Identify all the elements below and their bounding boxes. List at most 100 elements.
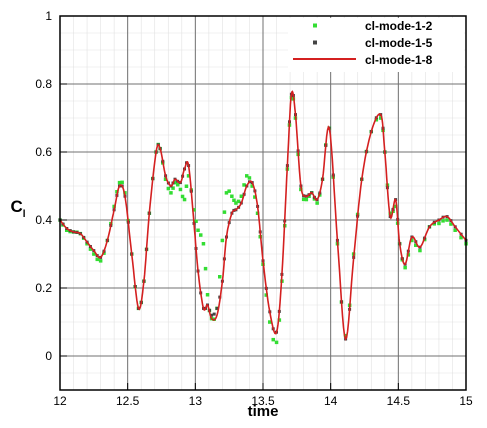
data-point <box>201 242 206 246</box>
data-point <box>186 174 191 178</box>
data-point <box>379 116 383 120</box>
data-point <box>178 187 183 192</box>
data-point <box>236 199 241 204</box>
data-point <box>222 210 227 214</box>
y-tick-label: 0.6 <box>35 145 52 159</box>
legend-background <box>288 18 464 72</box>
y-tick-label: 0.2 <box>35 281 52 295</box>
x-tick-label: 15 <box>459 394 473 408</box>
data-point <box>184 184 189 188</box>
data-point <box>224 191 229 195</box>
y-tick-label: 0 <box>45 349 52 363</box>
data-point <box>199 233 203 237</box>
data-point <box>182 197 187 202</box>
legend-entry-2: cl-mode-1-5 <box>313 36 433 50</box>
data-point <box>449 222 453 226</box>
data-point <box>432 222 436 226</box>
legend-entry-1: cl-mode-1-2 <box>313 19 433 33</box>
data-point <box>307 194 311 198</box>
data-point <box>215 306 219 310</box>
data-point <box>220 238 225 243</box>
data-point <box>163 177 168 181</box>
legend-entry-3: cl-mode-1-8 <box>293 53 433 67</box>
data-point <box>343 333 348 338</box>
data-point <box>205 293 210 297</box>
y-tick-label: 0.8 <box>35 77 52 91</box>
data-point <box>403 265 407 270</box>
data-point <box>264 293 268 297</box>
data-point <box>117 180 122 185</box>
data-point <box>203 266 208 271</box>
data-point <box>176 183 180 187</box>
data-point <box>253 195 257 199</box>
data-point <box>441 219 445 223</box>
data-point <box>65 228 69 232</box>
data-point <box>414 243 418 247</box>
data-point <box>120 180 124 185</box>
data-point <box>301 197 306 202</box>
data-point <box>196 228 200 232</box>
data-point <box>410 238 414 243</box>
legend: cl-mode-1-2 cl-mode-1-5 cl-mode-1-8 <box>288 18 464 72</box>
legend-label-1: cl-mode-1-2 <box>365 19 433 33</box>
y-tick-label: 0.4 <box>35 213 52 227</box>
data-point <box>271 337 275 342</box>
legend-label-3: cl-mode-1-8 <box>365 53 433 67</box>
data-point <box>247 176 252 180</box>
data-point <box>166 186 171 191</box>
x-tick-label: 14.5 <box>387 394 411 408</box>
data-point <box>459 235 463 240</box>
legend-label-2: cl-mode-1-5 <box>365 36 433 50</box>
data-point <box>437 221 441 226</box>
x-tick-label: 13.5 <box>251 394 275 408</box>
data-point <box>169 191 173 195</box>
data-point <box>418 248 422 253</box>
y-axis-title: Cl <box>10 197 25 220</box>
legend-marker-2 <box>313 40 317 45</box>
data-point <box>234 201 238 205</box>
legend-marker-1 <box>313 23 317 28</box>
data-point <box>194 219 198 223</box>
data-point <box>232 198 236 202</box>
data-point <box>274 340 279 345</box>
data-point <box>88 247 93 251</box>
x-tick-label: 12.5 <box>116 394 140 408</box>
data-point <box>393 204 398 209</box>
data-point <box>242 183 246 187</box>
data-point <box>85 242 89 246</box>
x-axis-title: time <box>248 403 279 420</box>
data-point <box>180 194 185 199</box>
data-point <box>171 186 175 190</box>
data-point <box>245 174 249 178</box>
data-point <box>374 118 379 122</box>
data-point <box>192 208 196 212</box>
x-tick-label: 14 <box>324 394 338 408</box>
data-point <box>212 312 216 316</box>
data-point <box>277 318 282 322</box>
data-point <box>453 228 457 232</box>
data-point <box>218 275 222 279</box>
data-point <box>230 194 234 198</box>
data-point <box>315 201 319 205</box>
x-tick-label: 12 <box>53 394 67 408</box>
data-point <box>445 218 449 222</box>
data-point <box>210 313 214 317</box>
data-point <box>98 259 103 263</box>
data-point <box>92 252 96 256</box>
data-point <box>95 257 99 262</box>
data-point <box>239 194 244 198</box>
y-axis-ticks: 0 0.2 0.4 0.6 0.8 1 <box>35 9 67 363</box>
series-cl-mode-1-8 <box>59 90 467 341</box>
data-point <box>227 189 231 193</box>
data-point <box>173 180 177 185</box>
x-axis-ticks: 12 12.5 13 13.5 14 14.5 15 <box>53 383 473 408</box>
y-tick-label: 1 <box>45 9 52 23</box>
data-point <box>250 184 254 188</box>
y-axis-title-main: C <box>10 197 22 216</box>
data-point <box>268 320 272 324</box>
series-layer <box>58 90 468 345</box>
y-axis-title-subscript: l <box>23 209 26 220</box>
data-point <box>255 211 260 215</box>
data-point <box>304 197 309 202</box>
